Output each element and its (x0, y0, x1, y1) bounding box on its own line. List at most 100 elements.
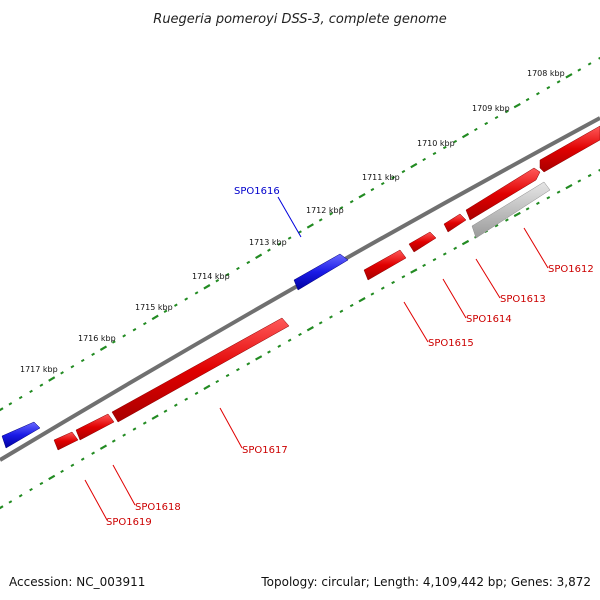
outer-ruler-tick (215, 279, 220, 283)
outer-ruler-tick (18, 395, 23, 400)
inner-ruler-tick (380, 286, 385, 290)
tick-label-1709: 1709 kbp (472, 104, 510, 113)
inner-ruler-tick (461, 239, 470, 246)
inner-ruler-tick (246, 362, 251, 366)
outer-ruler-tick (132, 328, 137, 332)
inner-ruler-tick (298, 332, 302, 337)
gene-SPO1615[interactable] (363, 249, 407, 281)
inner-ruler-tick (453, 246, 458, 250)
gene-label-SPO1614[interactable]: SPO1614 (466, 314, 512, 325)
inner-ruler (0, 168, 600, 510)
tick-label-1711: 1711 kbp (362, 173, 400, 182)
outer-ruler-tick (122, 334, 127, 338)
gene-SPO1615a[interactable] (408, 231, 437, 253)
outer-ruler-tick (203, 284, 211, 290)
gene-SPO1619[interactable] (53, 431, 79, 451)
inner-ruler-tick (122, 433, 127, 437)
gene-SPO1617[interactable] (111, 317, 290, 423)
inner-ruler-tick (70, 463, 75, 467)
inner-ruler-tick (80, 457, 85, 461)
inner-ruler-tick (577, 179, 582, 183)
inner-ruler-tick (525, 207, 530, 211)
gene-reverse-left[interactable] (1, 421, 41, 449)
outer-ruler-tick (246, 260, 251, 265)
outer-ruler-tick (494, 115, 499, 120)
gene-pseudo[interactable] (471, 181, 551, 239)
inner-ruler-tick (99, 444, 108, 450)
leader-SPO1617 (219, 407, 243, 449)
outer-ruler (0, 56, 600, 412)
inner-ruler-tick (513, 211, 521, 218)
gene-SPO1613[interactable] (465, 167, 541, 221)
outer-ruler-tick (461, 132, 470, 139)
outer-ruler-tick (255, 253, 263, 260)
leader-SPO1618 (112, 464, 136, 506)
gene-SPO1614[interactable] (443, 213, 467, 233)
outer-ruler-tick (556, 80, 561, 84)
outer-ruler-tick (267, 248, 271, 252)
leader-SPO1615 (403, 301, 429, 343)
gene-label-SPO1619[interactable]: SPO1619 (106, 517, 152, 528)
inner-ruler-tick (556, 190, 561, 194)
gene-SPO1616[interactable] (293, 253, 349, 291)
outer-ruler-tick (339, 206, 344, 210)
inner-ruler-tick (48, 474, 56, 481)
outer-ruler-tick (111, 340, 116, 344)
leader-SPO1619 (84, 479, 108, 521)
gene-SPO1618[interactable] (75, 413, 115, 441)
outer-ruler-tick (60, 371, 64, 375)
inner-ruler-tick (536, 201, 540, 205)
outer-ruler-tick (287, 236, 292, 240)
inner-ruler-tick (598, 168, 600, 172)
inner-ruler-tick (91, 451, 95, 455)
gene-label-SPO1617[interactable]: SPO1617 (242, 445, 288, 456)
inner-ruler-tick (203, 384, 211, 391)
tick-label-1717: 1717 kbp (20, 365, 58, 374)
leader-SPO1612 (523, 227, 549, 269)
inner-ruler-tick (142, 421, 147, 425)
inner-ruler-tick (29, 487, 33, 492)
inner-ruler-tick (267, 350, 271, 354)
inner-ruler-tick (442, 252, 447, 256)
outer-ruler-tick (536, 92, 540, 96)
gene-label-SPO1612[interactable]: SPO1612 (548, 264, 594, 275)
inner-ruler-tick (39, 481, 44, 486)
outer-ruler-tick (194, 291, 199, 295)
outer-ruler-tick (525, 97, 530, 102)
leader-SPO1616 (277, 196, 302, 238)
tick-label-1710: 1710 kbp (417, 139, 455, 148)
inner-ruler-tick (358, 297, 366, 303)
outer-ruler-tick (298, 230, 302, 234)
inner-ruler-tick (8, 500, 13, 504)
inner-ruler-tick (225, 373, 230, 378)
tick-labels: 1708 kbp 1709 kbp 1710 kbp 1711 kbp 1712… (20, 69, 565, 374)
outer-ruler-tick (358, 192, 366, 199)
inner-ruler-tick (422, 263, 426, 267)
gene-label-SPO1615[interactable]: SPO1615 (428, 338, 474, 349)
outer-ruler-tick (151, 314, 159, 321)
outer-ruler-tick (453, 139, 458, 144)
outer-ruler-tick (598, 56, 600, 60)
outer-ruler-tick (236, 266, 240, 271)
gene-label-SPO1613[interactable]: SPO1613 (500, 294, 546, 305)
tick-label-1713: 1713 kbp (249, 238, 287, 247)
gene-label-SPO1618[interactable]: SPO1618 (135, 502, 181, 513)
inner-ruler-tick (277, 344, 282, 348)
outer-ruler-tick (80, 358, 85, 363)
gene-SPO1612[interactable] (539, 125, 600, 173)
inner-ruler-tick (401, 275, 406, 279)
outer-ruler-tick (401, 169, 406, 174)
inner-ruler-tick (287, 338, 292, 342)
inner-ruler-tick (410, 268, 418, 274)
outer-ruler-tick (91, 352, 95, 356)
outer-ruler-tick (0, 407, 4, 412)
outer-ruler-tick (422, 157, 427, 162)
tick-label-1714: 1714 kbp (192, 272, 230, 281)
inner-ruler-tick (565, 183, 573, 190)
gene-label-SPO1616[interactable]: SPO1616 (234, 186, 280, 197)
outer-ruler-tick (225, 272, 230, 277)
outer-ruler-tick (318, 218, 323, 222)
outer-ruler-tick (184, 297, 189, 301)
inner-ruler-tick (215, 379, 220, 384)
inner-ruler-tick (173, 403, 178, 407)
